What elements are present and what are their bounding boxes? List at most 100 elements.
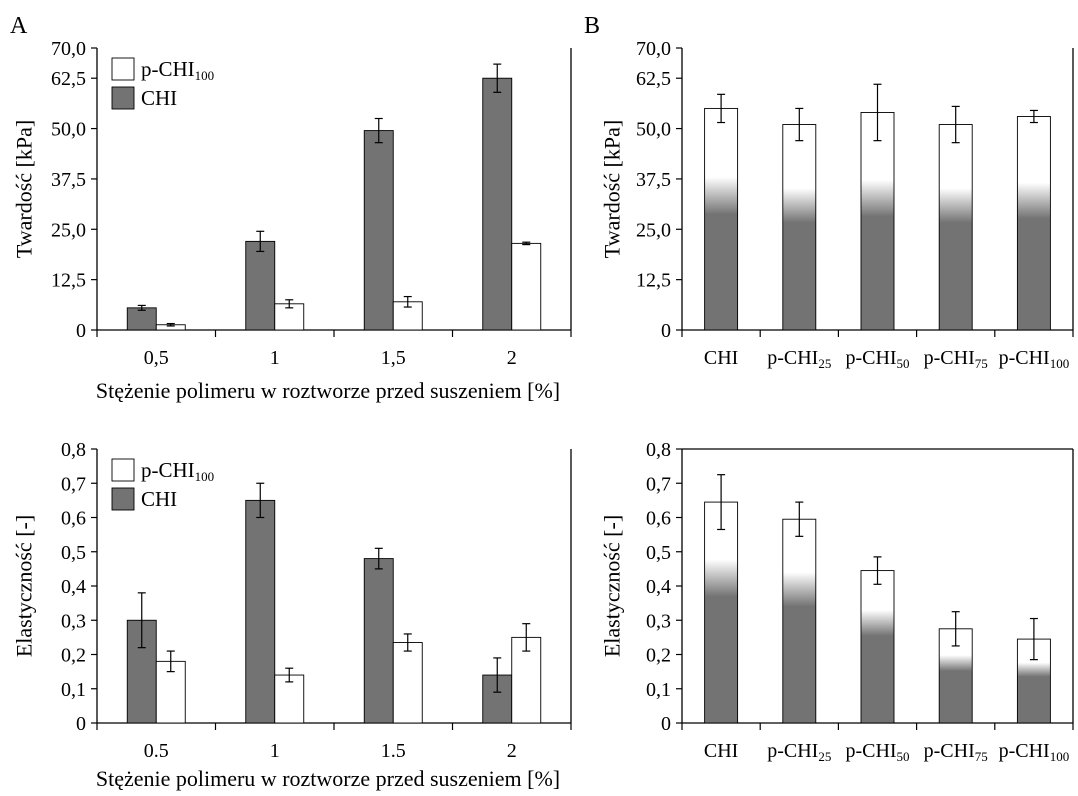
y-tick-label: 0,6 [646, 508, 671, 530]
x-tick-label-sub: 50 [897, 356, 910, 371]
y-tick-label: 0,8 [61, 439, 86, 461]
x-tick-label-base: p-CHI [845, 740, 896, 762]
y-tick-label: 0,8 [646, 439, 671, 461]
x-tick-label-base: p-CHI [924, 347, 975, 369]
y-tick-label: 62,5 [636, 68, 671, 90]
chart-bottom-left: 0 0,1 0,2 0,3 0,4 0,5 0,6 0,7 0,8 Elastyczność [-… [12, 439, 571, 791]
legend-label-sub: 100 [195, 68, 215, 83]
x-tick-label-sub: 75 [975, 749, 988, 764]
y-tick-label: 70,0 [636, 38, 671, 60]
y-tick-label: 50,0 [51, 119, 86, 141]
x-tick-label: CHI [704, 740, 738, 762]
panel-a-letter: A [10, 13, 28, 39]
x-tick-label: CHI [704, 347, 738, 369]
x-tick-label-sub: 100 [1050, 749, 1070, 764]
bar [783, 125, 816, 330]
bar [783, 519, 816, 723]
bar [483, 78, 512, 330]
legend-label-base: CHI [141, 86, 177, 110]
bar [246, 500, 275, 723]
y-tick-label: 0,2 [61, 645, 86, 667]
y-tick-label: 0,3 [646, 610, 671, 632]
y-tick-label: 37,5 [636, 169, 671, 191]
y-tick-label: 0 [661, 713, 671, 735]
x-tick-label-base: CHI [704, 347, 738, 369]
y-tick-label: 70,0 [51, 38, 86, 60]
y-tick-label: 25,0 [51, 219, 86, 241]
y-axis-label: Twardość [kPa] [600, 120, 625, 258]
y-tick-label: 0 [76, 320, 86, 342]
bar [861, 571, 894, 723]
chart-top-left: 0 12,5 25,0 37,5 50,0 62,5 70,0 Twardość [kPa] 0… [12, 38, 571, 403]
y-axis-label: Elastyczność [-] [600, 515, 625, 657]
x-tick-label-base: p-CHI [845, 347, 896, 369]
y-tick-label: 0,5 [646, 542, 671, 564]
x-tick-label-sub: 25 [818, 749, 831, 764]
y-tick-label: 62,5 [51, 68, 86, 90]
bar [512, 243, 541, 330]
x-tick-label: p-CHI50 [845, 347, 909, 371]
y-axis-label: Elastyczność [-] [12, 515, 37, 657]
legend-label: CHI [141, 487, 177, 511]
y-tick-label: 0,1 [646, 679, 671, 701]
x-tick-label-sub: 100 [1050, 356, 1070, 371]
x-axis-label: Stężenie polimeru w roztworze przed susz… [96, 378, 560, 403]
y-tick-label: 37,5 [51, 169, 86, 191]
x-tick-label-sub: 25 [818, 356, 831, 371]
bar [364, 559, 393, 723]
legend-label-base: CHI [141, 487, 177, 511]
x-tick-label: 1 [270, 740, 280, 762]
charts-group: 0 12,5 25,0 37,5 50,0 62,5 70,0 Twardość [kPa] 0… [12, 38, 1073, 791]
bar [393, 643, 422, 723]
x-tick-label-base: p-CHI [924, 740, 975, 762]
y-tick-label: 50,0 [636, 119, 671, 141]
y-tick-label: 0,3 [61, 610, 86, 632]
bar [1017, 116, 1050, 330]
x-tick-label: 1,5 [381, 347, 406, 369]
x-tick-label-base: CHI [704, 740, 738, 762]
x-tick-label-base: p-CHI [767, 347, 818, 369]
bar [705, 502, 738, 723]
y-tick-label: 0,7 [646, 473, 671, 495]
x-tick-label-sub: 75 [975, 356, 988, 371]
x-tick-label-base: p-CHI [999, 740, 1050, 762]
chart-bottom-right: 0 0,1 0,2 0,3 0,4 0,5 0,6 0,7 0,8 Elastyczność [-… [600, 439, 1073, 764]
bar [939, 125, 972, 330]
legend-label-base: p-CHI [141, 57, 195, 81]
x-tick-label: 1.5 [381, 740, 406, 762]
y-tick-label: 0,5 [61, 542, 86, 564]
bar [246, 241, 275, 330]
legend-swatch [112, 488, 134, 510]
y-tick-label: 0,1 [61, 679, 86, 701]
legend: p-CHI100 CHI [112, 458, 214, 511]
bar [861, 112, 894, 330]
y-tick-label: 25,0 [636, 219, 671, 241]
y-tick-label: 12,5 [51, 270, 86, 292]
x-tick-label: p-CHI100 [999, 347, 1070, 371]
y-tick-label: 0 [76, 713, 86, 735]
legend-swatch [112, 58, 134, 80]
y-tick-label: 12,5 [636, 270, 671, 292]
x-tick-label-base: p-CHI [767, 740, 818, 762]
bar [705, 108, 738, 330]
y-tick-label: 0,4 [646, 576, 671, 598]
x-tick-label: 2 [507, 347, 517, 369]
x-tick-label-base: p-CHI [999, 347, 1050, 369]
x-tick-label: p-CHI75 [924, 347, 988, 371]
y-tick-label: 0,2 [646, 645, 671, 667]
chart-top-right: 0 12,5 25,0 37,5 50,0 62,5 70,0 Twardość [kPa] C… [600, 38, 1073, 371]
y-tick-label: 0,4 [61, 576, 86, 598]
legend-label: p-CHI100 [141, 458, 214, 484]
legend-label-base: p-CHI [141, 458, 195, 482]
y-tick-label: 0,7 [61, 473, 86, 495]
y-tick-label: 0,6 [61, 508, 86, 530]
x-tick-label: 1 [270, 347, 280, 369]
legend-label: p-CHI100 [141, 57, 214, 83]
bar [127, 308, 156, 330]
bar [364, 131, 393, 330]
x-tick-label: 0,5 [144, 347, 169, 369]
panel-b-letter: B [584, 13, 600, 39]
legend-label-sub: 100 [195, 469, 215, 484]
x-tick-label: p-CHI25 [767, 347, 831, 371]
